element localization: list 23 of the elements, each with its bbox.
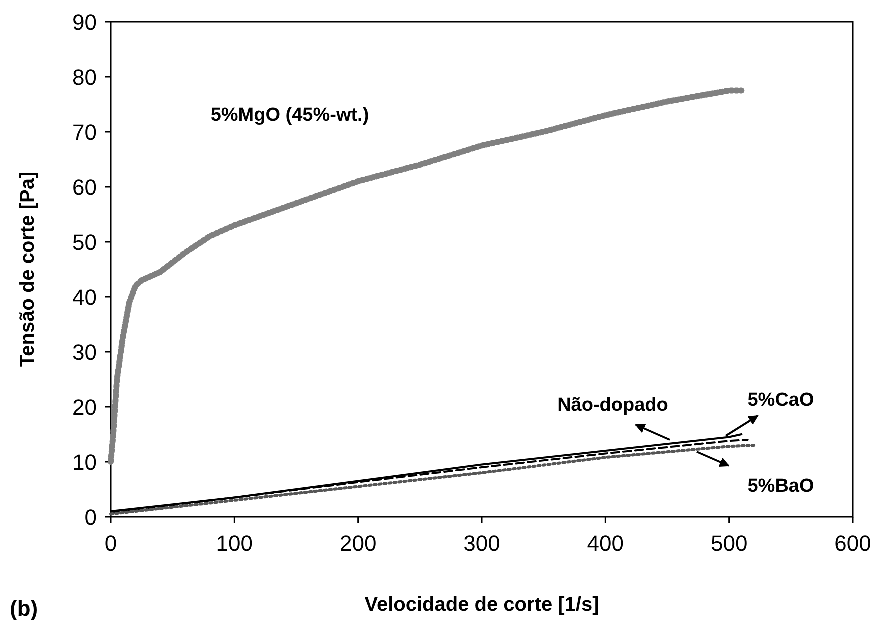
series-label: 5%BaO <box>748 476 814 497</box>
x-tick-label: 0 <box>104 531 118 556</box>
x-tick-label: 100 <box>216 531 254 556</box>
x-tick-label: 300 <box>464 531 500 556</box>
y-tick-label: 10 <box>72 450 97 475</box>
x-tick-label: 400 <box>587 531 624 556</box>
y-tick-label: 90 <box>72 10 97 35</box>
text: 5%MgO (45%-wt.) <box>210 105 370 126</box>
x-tick-label: 600 <box>834 531 872 556</box>
y-tick-label: 0 <box>84 505 97 530</box>
y-tick-label: 80 <box>72 65 97 90</box>
y-tick-label: 50 <box>72 230 97 255</box>
series-label: 5%CaO <box>748 390 814 411</box>
y-tick-label: 30 <box>72 340 97 365</box>
x-tick-label: 200 <box>340 531 377 556</box>
series-label: Não-dopado <box>558 395 668 416</box>
y-tick-label: 40 <box>72 285 97 310</box>
y-axis-title: Tensão de corte [Pa] <box>17 172 39 368</box>
y-tick-label: 60 <box>72 175 97 200</box>
x-axis-title: Velocidade de corte [1/s] <box>364 594 600 616</box>
y-tick-label: 70 <box>72 120 97 145</box>
y-tick-label: 20 <box>72 395 97 420</box>
x-tick-label: 500 <box>710 531 748 556</box>
